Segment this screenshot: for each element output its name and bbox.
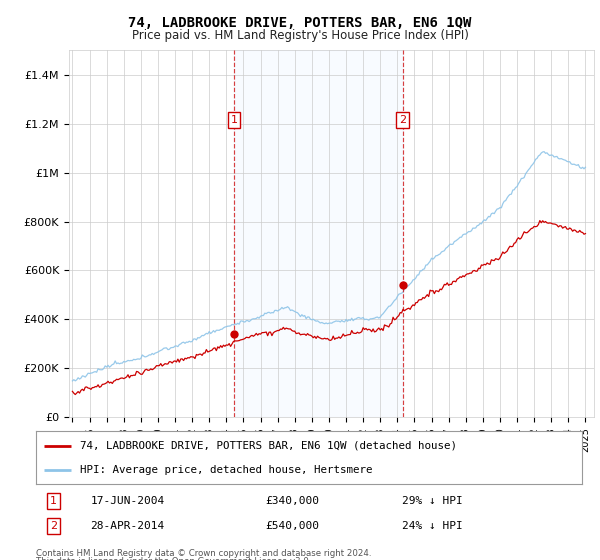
Text: 17-JUN-2004: 17-JUN-2004 <box>91 496 165 506</box>
Text: Contains HM Land Registry data © Crown copyright and database right 2024.: Contains HM Land Registry data © Crown c… <box>36 549 371 558</box>
Text: 24% ↓ HPI: 24% ↓ HPI <box>402 521 463 531</box>
Text: 1: 1 <box>230 115 238 125</box>
Text: Price paid vs. HM Land Registry's House Price Index (HPI): Price paid vs. HM Land Registry's House … <box>131 29 469 42</box>
Text: 28-APR-2014: 28-APR-2014 <box>91 521 165 531</box>
Text: This data is licensed under the Open Government Licence v3.0.: This data is licensed under the Open Gov… <box>36 557 311 560</box>
Text: 1: 1 <box>50 496 56 506</box>
Text: £540,000: £540,000 <box>265 521 319 531</box>
Text: 29% ↓ HPI: 29% ↓ HPI <box>402 496 463 506</box>
Text: £340,000: £340,000 <box>265 496 319 506</box>
Bar <box>234 50 403 417</box>
Text: 2: 2 <box>399 115 406 125</box>
Text: HPI: Average price, detached house, Hertsmere: HPI: Average price, detached house, Hert… <box>80 465 372 475</box>
Text: 2: 2 <box>50 521 57 531</box>
Text: 74, LADBROOKE DRIVE, POTTERS BAR, EN6 1QW (detached house): 74, LADBROOKE DRIVE, POTTERS BAR, EN6 1Q… <box>80 441 457 451</box>
Text: 74, LADBROOKE DRIVE, POTTERS BAR, EN6 1QW: 74, LADBROOKE DRIVE, POTTERS BAR, EN6 1Q… <box>128 16 472 30</box>
